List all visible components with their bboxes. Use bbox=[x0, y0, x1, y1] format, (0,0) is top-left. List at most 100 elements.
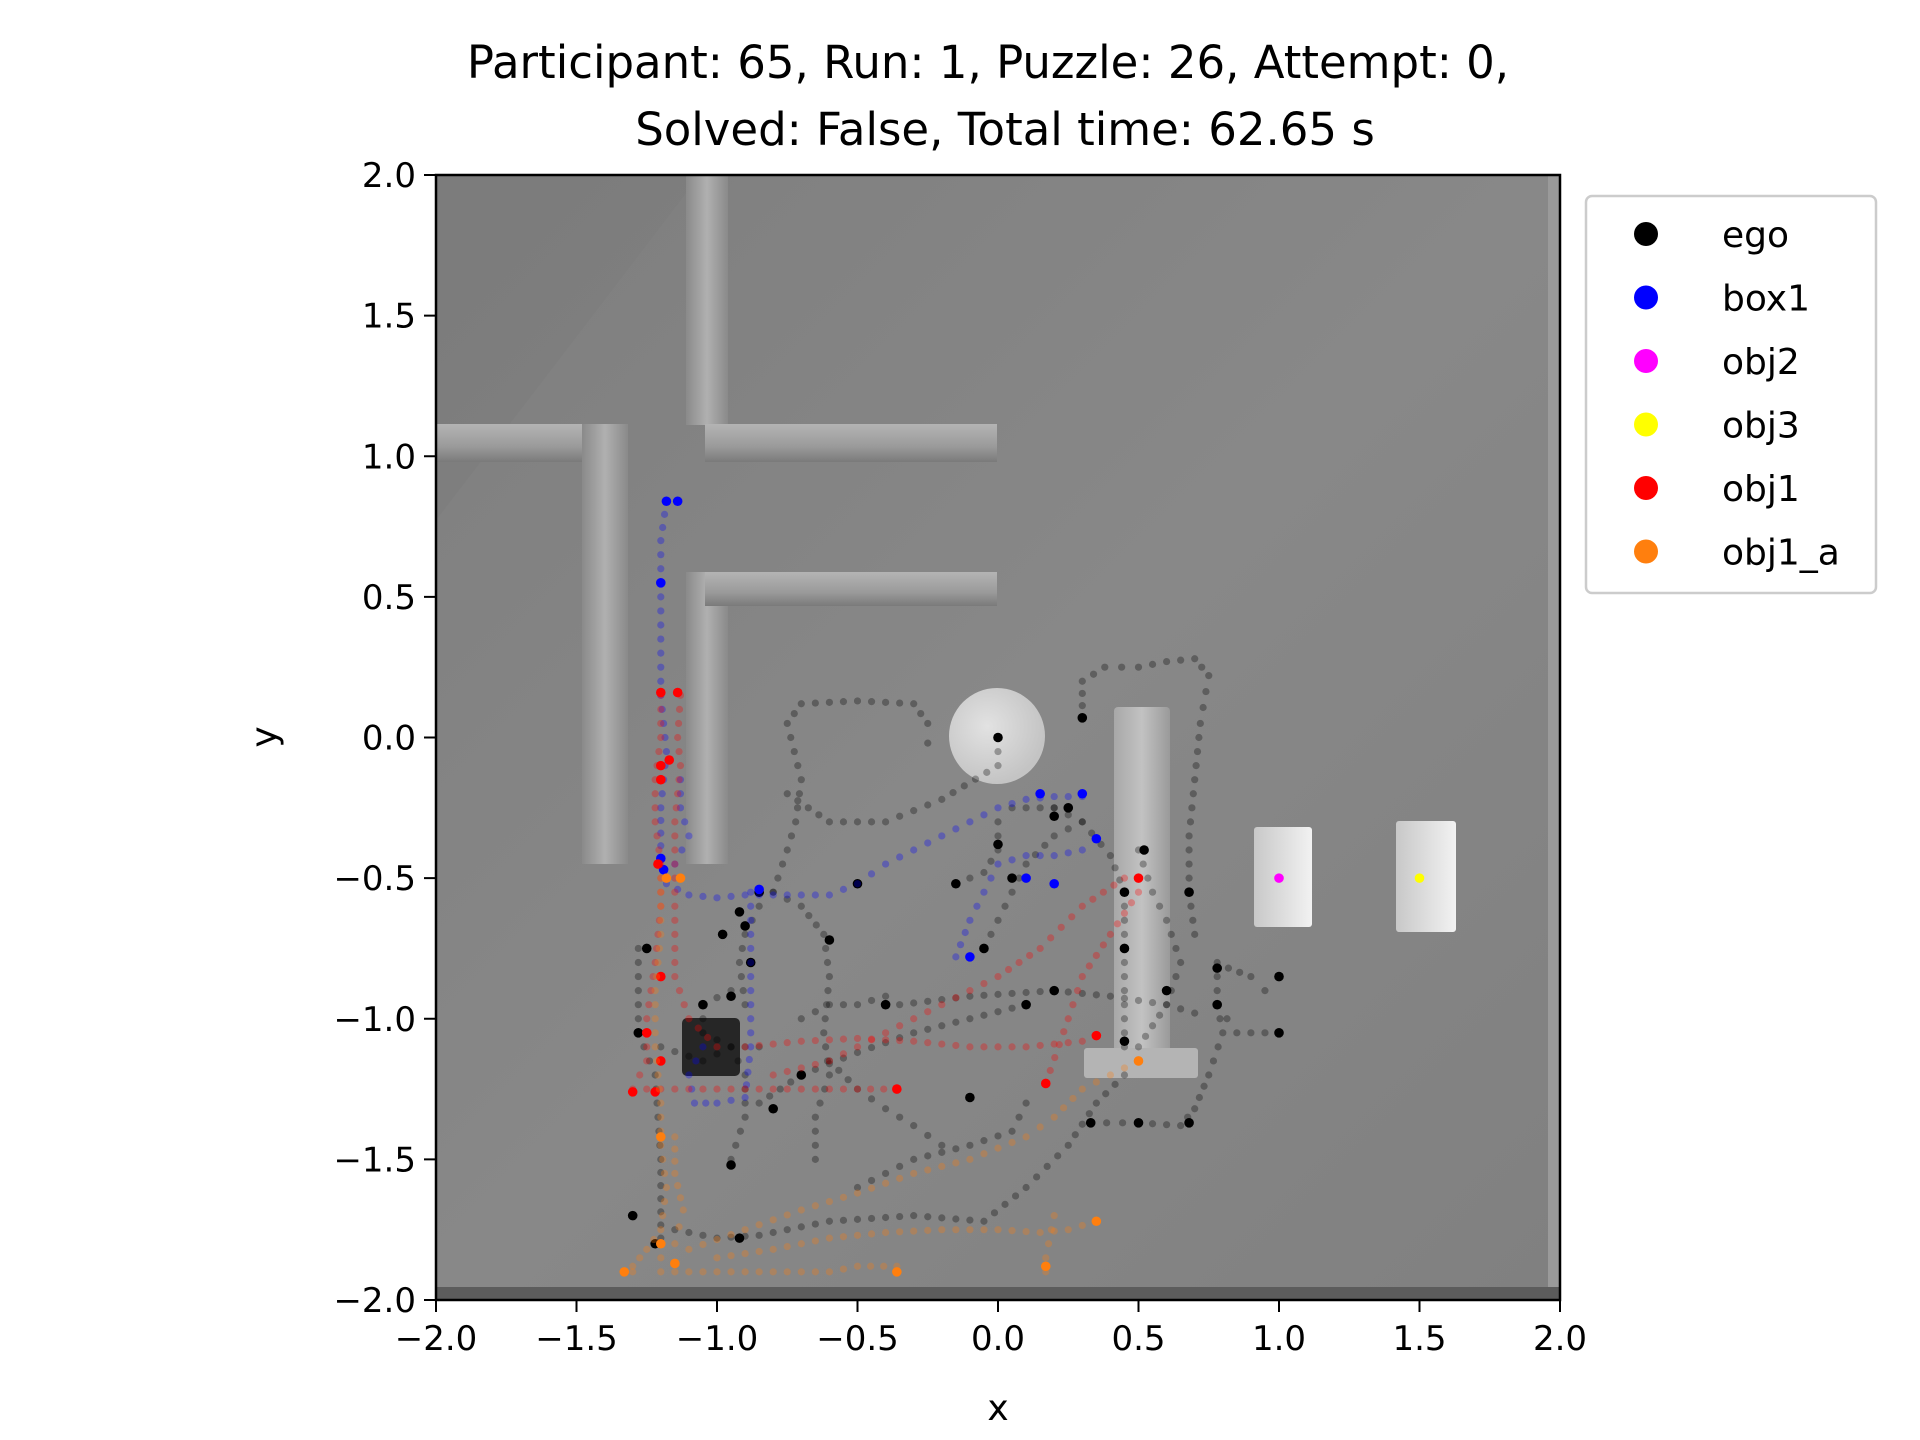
data-point bbox=[672, 496, 683, 507]
trajectory-dot bbox=[1008, 856, 1016, 864]
x-tick-label: 2.0 bbox=[1533, 1319, 1587, 1359]
trajectory-dot bbox=[1106, 852, 1114, 860]
trajectory-dot bbox=[910, 1029, 918, 1037]
trajectory-dot bbox=[1022, 852, 1030, 860]
trajectory-dot bbox=[952, 1215, 960, 1223]
data-point bbox=[979, 943, 989, 954]
trajectory-dot bbox=[1022, 1183, 1030, 1192]
trajectory-dot bbox=[1064, 1039, 1072, 1047]
trajectory-dot bbox=[797, 700, 805, 708]
trajectory-dot bbox=[1191, 776, 1199, 784]
trajectory-dot bbox=[867, 996, 876, 1005]
trajectory-dot bbox=[1047, 934, 1055, 942]
trajectory-dot bbox=[713, 1036, 721, 1044]
trajectory-dot bbox=[882, 1039, 890, 1047]
data-point bbox=[892, 1267, 902, 1277]
trajectory-dot bbox=[1008, 989, 1016, 998]
trajectory-dot bbox=[797, 776, 805, 784]
trajectory-dot bbox=[1185, 846, 1193, 854]
trajectory-dot bbox=[792, 818, 800, 826]
data-point bbox=[1007, 873, 1017, 883]
trajectory-dot bbox=[825, 1071, 834, 1079]
trajectory-dot bbox=[671, 972, 679, 981]
legend: ego box1 obj2 obj3 obj1 obj1_a bbox=[1584, 194, 1878, 595]
trajectory-dot bbox=[910, 1227, 918, 1235]
trajectory-dot bbox=[1141, 1032, 1150, 1040]
trajectory-dot bbox=[880, 1262, 888, 1270]
trajectory-dot bbox=[783, 1067, 791, 1076]
trajectory-dot bbox=[1120, 1071, 1129, 1079]
trajectory-dot bbox=[783, 790, 791, 798]
trajectory-dot bbox=[966, 874, 974, 882]
trajectory-dot bbox=[825, 1060, 834, 1068]
x-tick-label: 0.0 bbox=[971, 1319, 1025, 1359]
data-point bbox=[993, 839, 1003, 850]
trajectory-dot bbox=[1187, 902, 1195, 910]
trajectory-dot bbox=[787, 1078, 795, 1086]
trajectory-dot bbox=[980, 1226, 988, 1234]
trajectory-dot bbox=[659, 1212, 667, 1220]
data-point bbox=[717, 929, 728, 940]
y-tick-label: −2.0 bbox=[333, 1281, 416, 1321]
trajectory-dot bbox=[896, 1174, 904, 1182]
trajectory-dot bbox=[1042, 1254, 1050, 1262]
data-point bbox=[1119, 1036, 1130, 1047]
trajectory-dot bbox=[853, 1085, 862, 1093]
trajectory-dot bbox=[657, 537, 665, 545]
trajectory-dot bbox=[825, 891, 834, 899]
trajectory-dot bbox=[1193, 747, 1202, 756]
data-point bbox=[641, 943, 652, 954]
trajectory-dot bbox=[747, 958, 755, 967]
trajectory-dot bbox=[825, 1001, 834, 1009]
trajectory-dot bbox=[636, 1254, 644, 1262]
trajectory-dot bbox=[917, 709, 925, 718]
trajectory-dot bbox=[1185, 874, 1193, 882]
trajectory-dot bbox=[1261, 1029, 1269, 1037]
trajectory-dot bbox=[994, 1008, 1002, 1016]
trajectory-dot bbox=[654, 930, 662, 938]
trajectory-dot bbox=[1120, 994, 1129, 1002]
trajectory-dot bbox=[793, 804, 802, 812]
axis-ticks: −2.0 −1.5 −1.0 −0.5 0.0 0.5 1.0 1.5 2.0 2.0 1.5 1.0… bbox=[333, 156, 1587, 1359]
trajectory-dot bbox=[727, 1252, 735, 1260]
trajectory-dot bbox=[822, 944, 830, 953]
trajectory-dot bbox=[1008, 888, 1016, 896]
trajectory-dot bbox=[685, 1015, 693, 1023]
trajectory-dot bbox=[795, 790, 804, 798]
trajectory-dot bbox=[1148, 998, 1157, 1007]
trajectory-dot bbox=[1022, 860, 1030, 868]
trajectory-dot bbox=[1233, 1029, 1241, 1037]
trajectory-dot bbox=[1163, 1001, 1171, 1009]
trajectory-dot bbox=[1036, 987, 1044, 996]
trajectory-dot bbox=[755, 1099, 763, 1107]
trajectory-dot bbox=[961, 928, 969, 937]
trajectory-dot bbox=[748, 916, 756, 924]
data-point bbox=[880, 999, 891, 1010]
trajectory-dot bbox=[821, 1085, 829, 1093]
trajectory-dot bbox=[657, 1141, 665, 1149]
trajectory-dot bbox=[924, 1008, 932, 1016]
trajectory-dot bbox=[853, 818, 862, 826]
trajectory-dot bbox=[657, 888, 665, 896]
trajectory-dot bbox=[1120, 902, 1129, 910]
trajectory-dot bbox=[657, 1168, 665, 1177]
trajectory-dot bbox=[1111, 864, 1119, 872]
trajectory-dot bbox=[741, 1093, 749, 1102]
trajectory-dot bbox=[747, 1015, 755, 1023]
trajectory-dot bbox=[699, 1268, 707, 1276]
trajectory-dot bbox=[882, 1179, 890, 1187]
trajectory-dot bbox=[671, 1133, 679, 1141]
trajectory-dot bbox=[1001, 1200, 1009, 1208]
trajectory-dot bbox=[1195, 733, 1203, 742]
trajectory-dot bbox=[797, 1015, 805, 1023]
trajectory-dot bbox=[790, 747, 798, 756]
trajectory-dot bbox=[1050, 852, 1058, 860]
trajectory-dot bbox=[797, 1268, 805, 1276]
trajectory-dot bbox=[651, 1071, 659, 1079]
trajectory-dot bbox=[1120, 874, 1129, 882]
y-tick-label: −1.5 bbox=[333, 1140, 416, 1180]
trajectory-dot bbox=[657, 1208, 665, 1216]
data-point bbox=[661, 873, 672, 883]
dark-box bbox=[682, 1018, 740, 1076]
trajectory-dot bbox=[924, 739, 932, 747]
